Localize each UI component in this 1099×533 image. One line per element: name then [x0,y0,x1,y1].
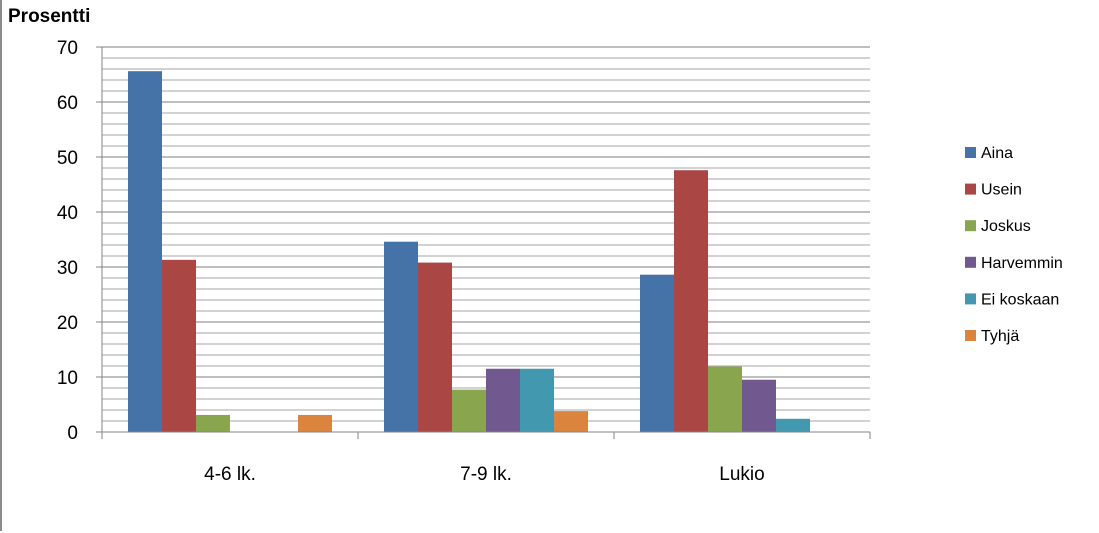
y-tick-label: 30 [57,258,78,279]
legend-label: Usein [981,182,1022,199]
x-tick-label: 4-6 lk. [204,464,256,485]
y-tick-label: 0 [67,423,78,444]
bar [674,170,708,432]
legend: Aina Usein Joskus Harvemmin Ei koskaan Tyhjä [965,145,1063,345]
chart-title: Prosentti [8,6,90,27]
legend-swatch [965,293,976,305]
x-tick-label: Lukio [719,464,764,485]
bar [452,389,486,432]
legend-label: Joskus [981,218,1031,235]
y-tick-label: 50 [57,148,78,169]
bar [708,366,742,432]
legend-swatch [965,220,976,232]
bar [418,262,452,432]
bar [196,414,230,432]
legend-label: Harvemmin [981,255,1063,272]
x-tick-label: 7-9 lk. [460,464,512,485]
y-tick-label: 20 [57,313,78,334]
grid-lines [102,46,870,433]
axes: 0 10 20 30 40 50 60 70 4-6 lk. 7-9 lk. Lukio [57,38,871,485]
y-tick-label: 10 [57,368,78,389]
y-tick-label: 40 [57,203,78,224]
bar [162,259,196,432]
bar [384,241,418,432]
legend-label: Aina [981,145,1013,162]
bar [520,368,554,432]
bar [742,379,776,432]
legend-label: Tyhjä [981,328,1019,345]
legend-swatch [965,147,976,158]
y-tick-label: 60 [57,93,78,114]
legend-label: Ei koskaan [981,291,1059,308]
bar [640,274,674,432]
legend-swatch [965,330,976,341]
legend-swatch [965,183,976,195]
bars [128,71,810,432]
y-tick-label: 70 [57,38,78,59]
bar [554,411,588,432]
bar [128,71,162,432]
bar [486,368,520,432]
legend-swatch [965,256,976,268]
bar [298,414,332,432]
bar [776,418,810,432]
